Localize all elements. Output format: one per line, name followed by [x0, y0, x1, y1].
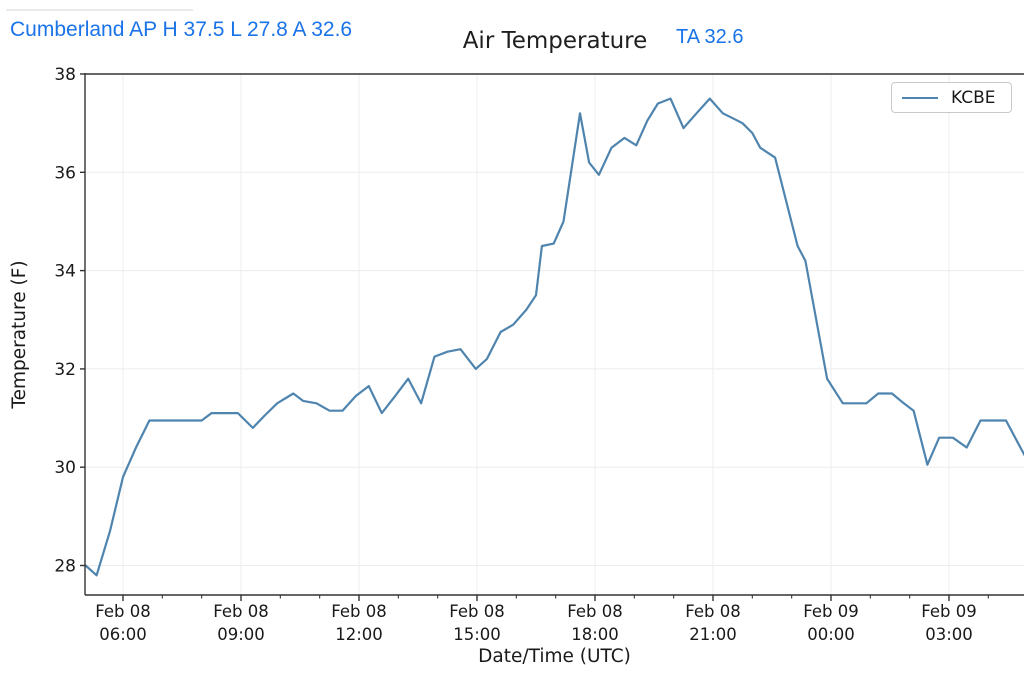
temperature-line: [84, 97, 1024, 577]
x-tick-label: Feb 08 21:00: [685, 602, 740, 644]
ta-reading-text: TA 32.6: [676, 26, 744, 48]
station-summary-text: Cumberland AP H 37.5 L 27.8 A 32.6: [10, 18, 353, 41]
y-tick-label: 34: [54, 262, 76, 282]
y-axis-title: Temperature (F): [9, 260, 30, 409]
x-axis-ticks: Feb 08 06:00 Feb 08 09:00 Feb 08 12:00 Feb 08 1…: [95, 595, 977, 644]
y-tick-label: 32: [54, 360, 76, 380]
x-tick-label: Feb 08 09:00: [213, 602, 268, 644]
y-tick-label: 28: [54, 557, 76, 577]
x-tick-label: Feb 08 18:00: [567, 602, 622, 644]
x-tick-label: Feb 08 12:00: [331, 602, 386, 644]
y-axis-ticks: 28 30 32 34 36 38: [54, 65, 85, 577]
chart-title: Air Temperature: [462, 28, 648, 54]
legend-box: KCBE: [891, 82, 1012, 113]
y-tick-label: 30: [54, 458, 76, 478]
axes-spines: [84, 73, 1024, 596]
x-tick-label: Feb 09 00:00: [803, 602, 858, 644]
gridlines: [85, 74, 1024, 595]
legend-label: KCBE: [951, 87, 996, 108]
legend-line-sample: [902, 96, 938, 99]
x-axis-title: Date/Time (UTC): [478, 646, 631, 667]
x-axis-minor-ticks: [161, 595, 989, 599]
x-tick-label: Feb 08 06:00: [95, 602, 150, 644]
y-tick-label: 38: [54, 65, 76, 85]
y-tick-label: 36: [54, 163, 76, 183]
top-divider-line: [6, 9, 193, 11]
x-tick-label: Feb 08 15:00: [449, 602, 504, 644]
x-tick-label: Feb 09 03:00: [921, 602, 976, 644]
